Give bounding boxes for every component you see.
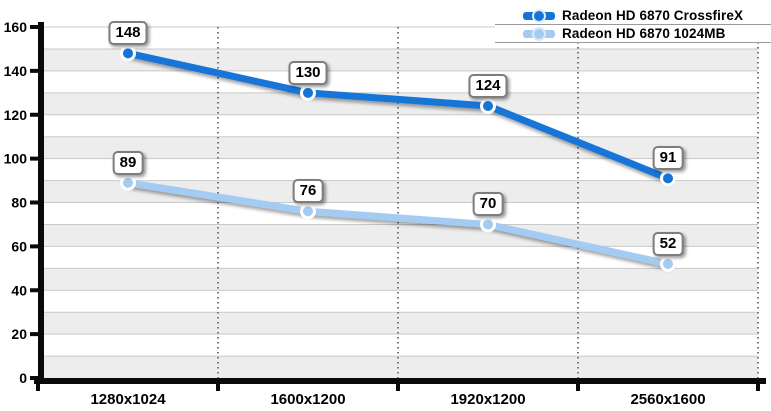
data-label-s1-p1: 76 [292, 179, 324, 204]
y-axis-tick [30, 332, 38, 337]
series-1-marker [480, 216, 496, 233]
series-0-marker [480, 97, 496, 114]
background-band [44, 268, 758, 291]
y-axis-bar [38, 22, 44, 384]
series-0-marker [120, 45, 136, 62]
x-axis-label: 2560x1600 [630, 391, 705, 408]
y-axis-tick [30, 156, 38, 161]
y-axis-label: 80 [11, 195, 27, 211]
legend-dot-swatch [532, 26, 546, 41]
legend-item-1024mb: Radeon HD 6870 1024MB [495, 25, 771, 43]
x-axis-tick [576, 384, 580, 391]
series-0-marker [300, 84, 316, 101]
data-label-s0-p0: 148 [108, 21, 148, 46]
y-axis-label: 160 [4, 19, 28, 35]
y-axis-tick [30, 376, 38, 380]
series-line-0 [124, 49, 672, 182]
background-band [44, 312, 758, 335]
x-axis-tick [36, 384, 40, 391]
background-band [44, 136, 758, 159]
y-axis-tick [30, 25, 38, 29]
series-1-legend-marker-icon [523, 26, 555, 41]
x-axis-label: 1600x1200 [270, 391, 345, 408]
x-axis-tick [756, 384, 760, 391]
y-axis-tick [30, 112, 38, 117]
background-band [44, 356, 758, 378]
x-axis-label: 1280x1024 [90, 391, 166, 408]
y-axis-label: 140 [4, 63, 28, 79]
x-axis-label: 1920x1200 [450, 391, 525, 408]
y-axis-tick [30, 68, 38, 73]
legend-dot-swatch [532, 8, 546, 23]
series-0-legend-marker-icon [523, 8, 555, 23]
legend-label-series-1: Radeon HD 6870 1024MB [562, 26, 726, 41]
y-axis-label: 60 [11, 238, 27, 254]
series-1-marker [660, 255, 676, 272]
legend-item-crossfirex: Radeon HD 6870 CrossfireX [495, 7, 771, 25]
series-line-1 [124, 179, 672, 268]
y-axis-label: 100 [4, 151, 28, 167]
x-axis-bar [34, 378, 766, 384]
background-band [44, 224, 758, 247]
x-axis-tick [396, 384, 400, 391]
series-1-marker [300, 203, 316, 220]
chart-legend: Radeon HD 6870 CrossfireX Radeon HD 6870… [495, 7, 771, 43]
legend-label-series-0: Radeon HD 6870 CrossfireX [562, 8, 744, 23]
y-axis-label: 20 [11, 326, 27, 342]
y-axis-label: 40 [11, 282, 27, 298]
y-axis-tick [30, 288, 38, 293]
data-label-s1-p0: 89 [112, 150, 144, 175]
y-axis-label: 0 [19, 370, 27, 386]
y-axis-tick [30, 244, 38, 249]
x-axis-tick [216, 384, 220, 391]
background-band [44, 92, 758, 115]
y-axis-tick [30, 200, 38, 205]
series-0-marker [660, 170, 676, 187]
series-1-marker [120, 174, 136, 191]
background-band [44, 48, 758, 71]
data-label-s0-p2: 124 [468, 73, 508, 98]
data-label-s0-p3: 91 [652, 146, 684, 171]
data-label-s1-p2: 70 [472, 192, 504, 217]
y-axis-label: 120 [4, 107, 28, 123]
data-label-s1-p3: 52 [652, 231, 684, 256]
data-label-s0-p1: 130 [288, 60, 328, 85]
